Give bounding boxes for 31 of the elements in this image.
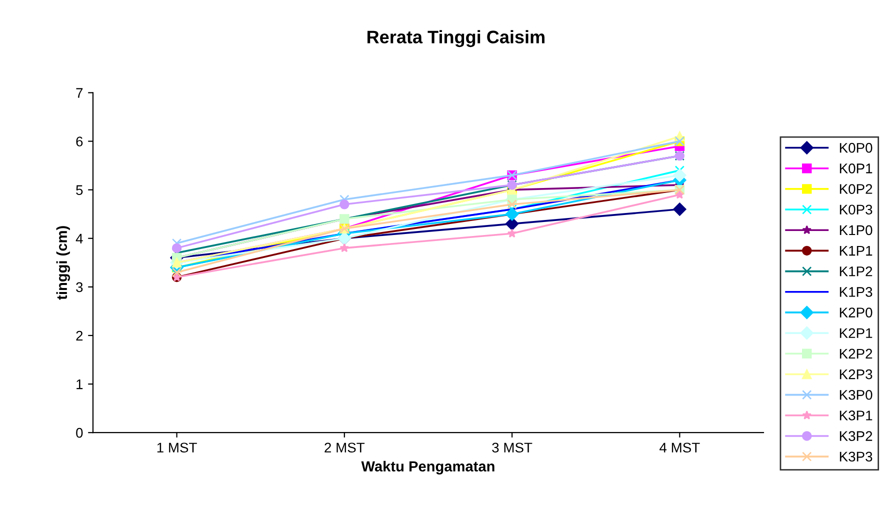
legend-label: K0P3: [840, 204, 872, 215]
legend-label: K2P0: [840, 308, 872, 318]
y-tick-label: 6: [76, 136, 83, 146]
x-tick-label: 1 MST: [157, 442, 197, 453]
legend-label: K1P2: [840, 266, 872, 276]
y-tick-label: 4: [76, 234, 83, 244]
y-tick-label: 1: [76, 380, 83, 390]
legend-label: K3P0: [840, 390, 872, 400]
legend-label: K3P2: [840, 431, 872, 441]
legend-label: K2P3: [840, 369, 872, 380]
legend-label: K1P0: [840, 225, 872, 236]
x-tick-label: 2 MST: [324, 442, 365, 453]
y-tick-label: 7: [76, 88, 83, 98]
y-tick-label: 0: [76, 428, 83, 438]
legend-label: K0P1: [840, 164, 872, 174]
legend-label: K3P3: [840, 452, 872, 462]
legend-label: K2P2: [840, 348, 872, 358]
legend-label: K0P2: [840, 184, 872, 194]
legend-label: K2P1: [840, 328, 872, 338]
y-tick-label: 3: [76, 282, 83, 292]
x-tick-label: 3 MST: [492, 442, 532, 453]
legend-label: K1P1: [840, 246, 872, 256]
y-tick-label: 2: [76, 330, 83, 341]
x-axis-title: Waktu Pengamatan: [361, 460, 494, 474]
legend-label: K0P0: [840, 142, 872, 153]
legend-label: K1P3: [840, 287, 872, 297]
y-tick-label: 5: [76, 185, 83, 195]
x-tick-label: 4 MST: [660, 442, 700, 453]
legend-label: K3P1: [840, 410, 872, 420]
y-axis-title: tinggi (cm): [56, 226, 70, 300]
chart-title: Rerata Tinggi Caisim: [368, 30, 544, 48]
